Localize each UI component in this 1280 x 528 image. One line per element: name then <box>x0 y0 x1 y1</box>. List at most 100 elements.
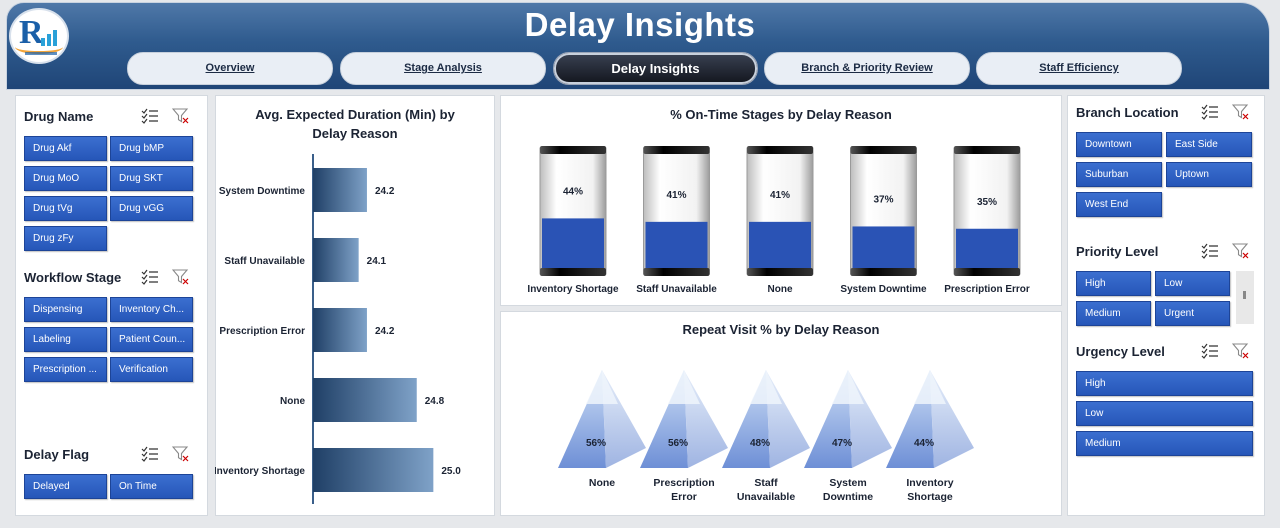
slicer-item-drug-akf[interactable]: Drug Akf <box>24 136 107 161</box>
slicer-item-delayed[interactable]: Delayed <box>24 474 107 499</box>
delay-flag-slicer-title: Delay Flag <box>24 447 90 462</box>
multi-select-icon[interactable] <box>141 269 159 285</box>
slicer-item-dispensing[interactable]: Dispensing <box>24 297 107 322</box>
category-label-none: None <box>768 284 793 295</box>
pyramid-tip-staff-unavailable <box>750 370 782 404</box>
slicer-item-priority-low[interactable]: Low <box>1155 271 1230 296</box>
gauge-top-cap-prescription-error <box>954 146 1020 154</box>
slicer-item-drug-skt[interactable]: Drug SKT <box>110 166 193 191</box>
slicer-item-priority-urgent[interactable]: Urgent <box>1155 301 1230 326</box>
category-label-none: None <box>589 477 615 489</box>
clear-filter-icon[interactable] <box>1232 343 1250 359</box>
gauge-fill-prescription-error <box>956 228 1018 269</box>
clear-filter-icon[interactable] <box>1232 243 1250 259</box>
slicer-item-labeling[interactable]: Labeling <box>24 327 107 352</box>
tab-overview[interactable]: Overview <box>127 52 333 85</box>
pyramid-staff-unavailable <box>722 370 810 468</box>
data-label-system-downtime: 37% <box>873 194 893 205</box>
pyramid-tip-prescription-error <box>668 370 700 404</box>
category-label-prescription-error: Prescription Error <box>653 477 714 503</box>
tab-stage-analysis[interactable]: Stage Analysis <box>340 52 546 85</box>
slicer-item-uptown[interactable]: Uptown <box>1166 162 1252 187</box>
gauge-fill-inventory-shortage <box>542 218 604 269</box>
data-label-system-downtime: 47% <box>832 438 852 449</box>
slicer-item-priority-high[interactable]: High <box>1076 271 1151 296</box>
data-label-prescription-error: 24.2 <box>375 326 395 337</box>
gauge-bottom-cap-prescription-error <box>954 268 1020 276</box>
slicer-item-on-time[interactable]: On Time <box>110 474 193 499</box>
slicer-item-east-side[interactable]: East Side <box>1166 132 1252 157</box>
category-label-staff-unavailable: Staff Unavailable <box>636 284 717 295</box>
repeat-visit-chart: 56% None 56% Prescription Error 48% Staff Unava… <box>558 370 974 503</box>
clear-filter-icon[interactable] <box>172 108 190 124</box>
bar-system-downtime <box>313 168 367 212</box>
multi-select-icon[interactable] <box>1201 343 1219 359</box>
on-time-chart-title: % On-Time Stages by Delay Reason <box>670 107 892 122</box>
multi-select-icon[interactable] <box>1201 243 1219 259</box>
clear-filter-icon[interactable] <box>172 446 190 462</box>
multi-select-icon[interactable] <box>1201 104 1219 120</box>
slicer-item-drug-bmp[interactable]: Drug bMP <box>110 136 193 161</box>
category-label-staff-unavailable: Staff Unavailable <box>224 256 305 267</box>
category-label-none: None <box>280 396 305 407</box>
company-logo: R <box>9 8 69 64</box>
slicer-item-prescription[interactable]: Prescription ... <box>24 357 107 382</box>
slicer-item-priority-medium[interactable]: Medium <box>1076 301 1151 326</box>
category-label-inventory-shortage: Inventory Shortage <box>215 466 305 477</box>
category-label-inventory-shortage: Inventory Shortage <box>527 284 619 295</box>
category-label-staff-unavailable: Staff Unavailable <box>737 477 796 503</box>
gauge-top-cap-staff-unavailable <box>643 146 710 154</box>
avg-duration-chart-panel <box>215 95 495 516</box>
slicer-item-urgency-high[interactable]: High <box>1076 371 1253 396</box>
tab-delay-insights[interactable]: Delay Insights <box>553 52 758 85</box>
multi-select-icon[interactable] <box>141 446 159 462</box>
priority-slicer-scrollbar[interactable] <box>1236 271 1254 324</box>
data-label-inventory-shortage: 25.0 <box>441 466 461 477</box>
slicer-item-verification[interactable]: Verification <box>110 357 193 382</box>
data-label-staff-unavailable: 24.1 <box>367 256 387 267</box>
data-label-inventory-shortage: 44% <box>563 186 583 197</box>
priority-level-slicer-title: Priority Level <box>1076 244 1159 259</box>
urgency-level-slicer-title: Urgency Level <box>1076 344 1165 359</box>
branch-location-slicer-title: Branch Location <box>1076 105 1179 120</box>
slicer-item-urgency-medium[interactable]: Medium <box>1076 431 1253 456</box>
slicer-item-drug-tvg[interactable]: Drug tVg <box>24 196 107 221</box>
drug-name-slicer-title: Drug Name <box>24 109 94 124</box>
slicer-item-downtown[interactable]: Downtown <box>1076 132 1162 157</box>
data-label-none: 41% <box>770 190 790 201</box>
multi-select-icon[interactable] <box>141 108 159 124</box>
slicer-item-drug-vgg[interactable]: Drug vGG <box>110 196 193 221</box>
gauge-top-cap-none <box>747 146 813 154</box>
clear-filter-icon[interactable] <box>1232 104 1250 120</box>
gauge-bottom-cap-system-downtime <box>850 268 917 276</box>
gauge-fill-system-downtime <box>852 226 915 269</box>
slicer-item-patient-counseling[interactable]: Patient Coun... <box>110 327 193 352</box>
gauge-fill-staff-unavailable <box>645 221 708 269</box>
pyramid-system-downtime <box>804 370 892 468</box>
on-time-chart: 44% Inventory Shortage 41% Staff Unavailabl… <box>527 146 1030 295</box>
slicer-item-urgency-low[interactable]: Low <box>1076 401 1253 426</box>
repeat-visit-chart-title: Repeat Visit % by Delay Reason <box>682 322 880 337</box>
category-label-system-downtime: System Downtime <box>823 477 873 503</box>
pyramid-prescription-error <box>640 370 728 468</box>
gauge-fill-none <box>749 221 811 269</box>
slicer-item-inventory-check[interactable]: Inventory Ch... <box>110 297 193 322</box>
pyramid-inventory-shortage <box>886 370 974 468</box>
slicer-item-west-end[interactable]: West End <box>1076 192 1162 217</box>
gauge-bottom-cap-inventory-shortage <box>540 268 606 276</box>
slicer-item-drug-zfy[interactable]: Drug zFy <box>24 226 107 251</box>
data-label-system-downtime: 24.2 <box>375 186 395 197</box>
tab-branch-priority-review[interactable]: Branch & Priority Review <box>764 52 970 85</box>
category-label-prescription-error: Prescription Error <box>219 326 305 337</box>
slicer-item-suburban[interactable]: Suburban <box>1076 162 1162 187</box>
pyramid-tip-none <box>586 370 618 404</box>
tab-staff-efficiency[interactable]: Staff Efficiency <box>976 52 1182 85</box>
slicer-item-drug-moo[interactable]: Drug MoO <box>24 166 107 191</box>
pyramid-none <box>558 370 646 468</box>
data-label-staff-unavailable: 48% <box>750 438 770 449</box>
bar-inventory-shortage <box>313 448 434 492</box>
clear-filter-icon[interactable] <box>172 269 190 285</box>
category-label-system-downtime: System Downtime <box>219 186 306 197</box>
gauge-bottom-cap-staff-unavailable <box>643 268 710 276</box>
bar-staff-unavailable <box>313 238 359 282</box>
